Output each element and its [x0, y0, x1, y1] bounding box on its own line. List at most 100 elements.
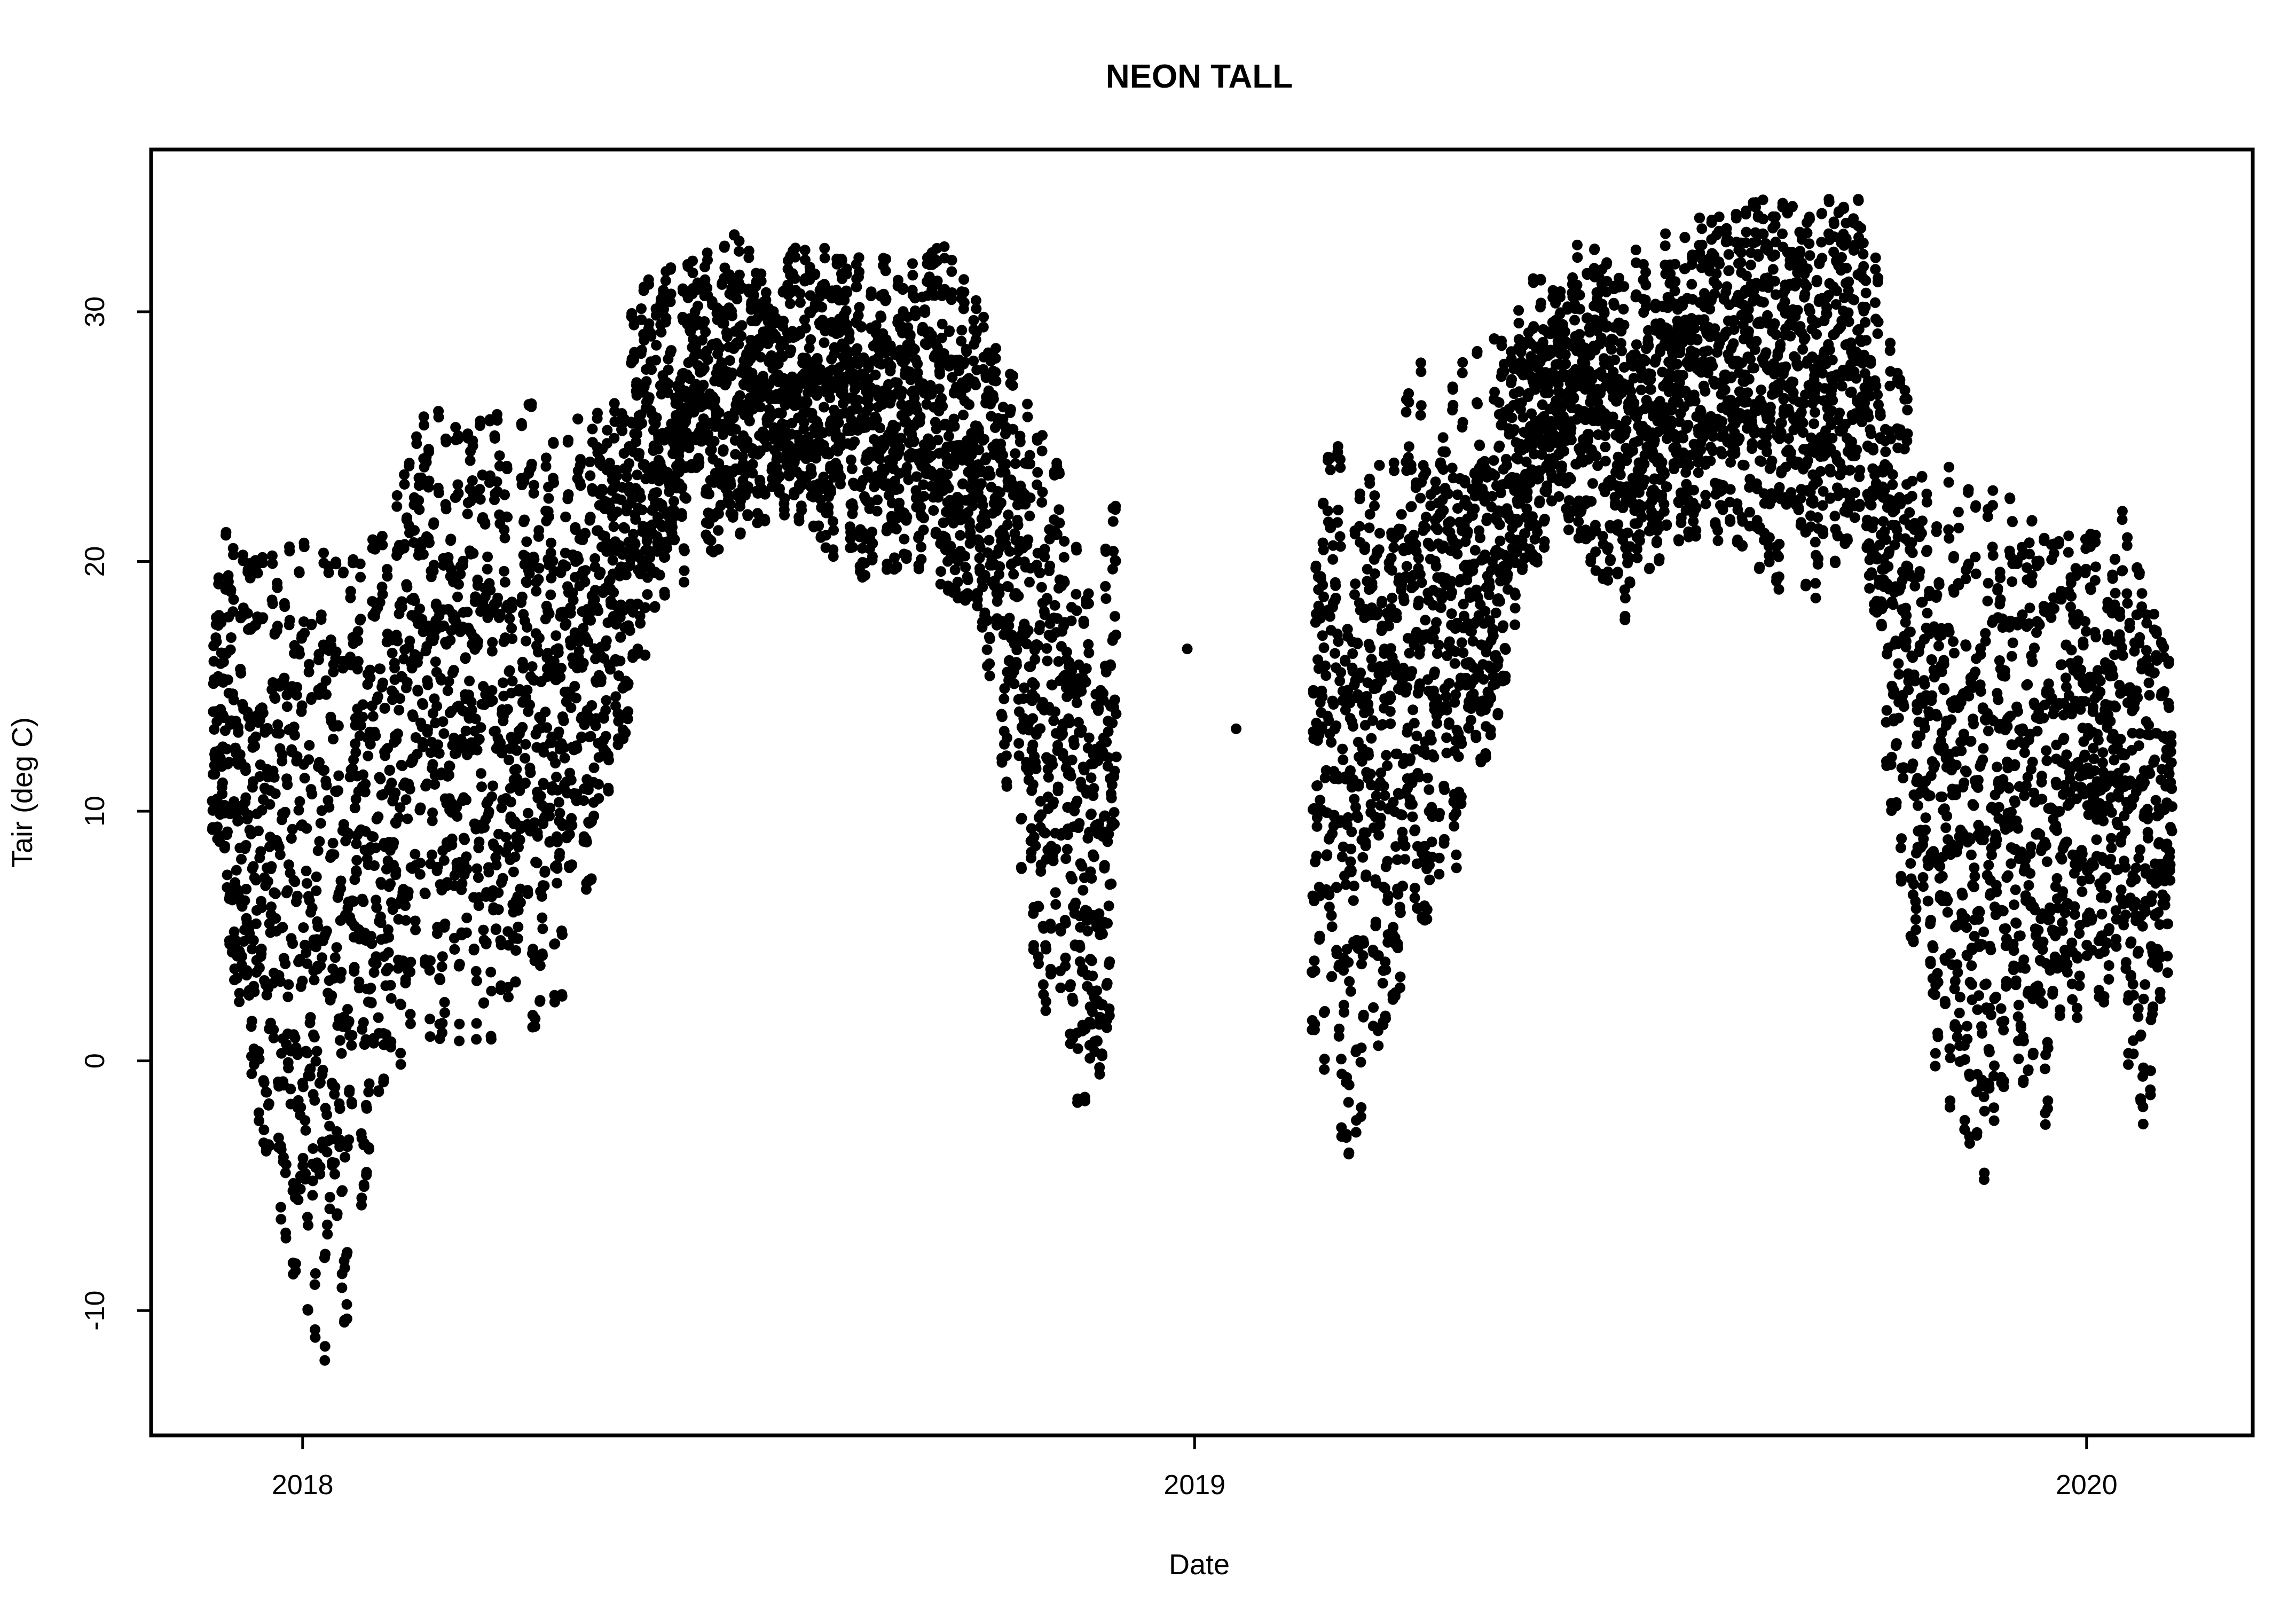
data-point: [1027, 779, 1039, 790]
data-point: [335, 875, 347, 886]
data-point: [256, 944, 267, 955]
data-point: [292, 681, 303, 693]
data-point: [493, 887, 504, 898]
data-point: [1328, 699, 1339, 710]
data-point: [719, 240, 730, 252]
data-point: [809, 268, 821, 279]
data-point: [262, 724, 273, 735]
data-point: [1015, 436, 1026, 447]
data-point: [1010, 458, 1021, 469]
data-point: [238, 936, 249, 947]
data-point: [854, 302, 865, 313]
data-point: [253, 1046, 264, 1057]
data-point: [424, 537, 435, 548]
data-point: [1401, 561, 1412, 572]
data-point: [276, 1214, 287, 1225]
data-point: [282, 885, 293, 896]
data-point: [694, 457, 705, 468]
data-point: [248, 861, 259, 872]
data-point: [871, 506, 883, 517]
data-point: [1312, 780, 1323, 791]
data-point: [652, 444, 664, 455]
data-point: [479, 822, 490, 833]
data-point: [430, 656, 441, 668]
data-point: [1370, 916, 1381, 928]
data-point: [478, 997, 490, 1008]
data-point: [990, 353, 1001, 364]
data-point: [503, 940, 514, 951]
data-point: [1320, 660, 1331, 671]
data-point: [423, 475, 435, 486]
data-point: [876, 312, 887, 323]
data-point: [1041, 944, 1052, 955]
data-point: [659, 552, 671, 563]
data-point: [282, 991, 294, 1002]
data-point: [446, 833, 458, 844]
data-point: [359, 787, 371, 798]
data-point: [713, 525, 724, 536]
data-point: [1359, 541, 1371, 552]
data-point: [326, 990, 337, 1001]
data-point: [329, 1168, 340, 1180]
data-point: [283, 1063, 294, 1074]
data-point: [345, 586, 356, 597]
data-point: [431, 701, 443, 712]
data-point: [640, 649, 651, 661]
data-point: [257, 557, 268, 568]
data-point: [507, 633, 518, 645]
data-point: [1083, 732, 1095, 743]
data-point: [373, 811, 384, 822]
data-point: [470, 713, 481, 725]
data-point: [1317, 579, 1328, 591]
data-point: [665, 262, 677, 273]
data-point: [485, 967, 497, 978]
data-point: [1066, 755, 1078, 766]
data-point: [418, 411, 429, 422]
data-point: [713, 544, 724, 555]
data-point: [699, 316, 710, 327]
data-point: [441, 436, 452, 447]
data-point: [234, 987, 245, 999]
data-point: [225, 632, 237, 643]
data-point: [305, 1012, 316, 1023]
data-point: [560, 512, 571, 523]
data-point: [482, 612, 493, 623]
data-point: [724, 355, 735, 366]
data-point: [774, 470, 785, 482]
data-point: [514, 684, 525, 695]
data-point: [643, 318, 655, 329]
data-point: [530, 1013, 541, 1024]
data-point: [522, 888, 533, 899]
data-point: [567, 820, 578, 831]
data-point: [383, 932, 395, 943]
data-point: [342, 1247, 353, 1258]
data-point: [471, 1018, 482, 1029]
data-point: [1353, 779, 1364, 790]
data-point: [1358, 938, 1370, 949]
data-point: [349, 803, 360, 813]
data-point: [405, 1018, 416, 1030]
data-point: [595, 567, 606, 578]
data-point: [281, 701, 293, 712]
data-point: [1071, 605, 1082, 616]
data-point: [1319, 1006, 1330, 1017]
data-point: [601, 695, 612, 706]
data-point: [415, 858, 426, 869]
data-point: [231, 865, 242, 876]
data-point: [258, 1124, 270, 1135]
data-point: [520, 778, 531, 789]
data-point: [395, 1059, 406, 1070]
data-point: [512, 773, 523, 784]
data-point: [254, 771, 265, 782]
data-point: [275, 1202, 286, 1213]
data-point: [336, 967, 347, 978]
data-point: [1330, 593, 1341, 603]
data-point: [1086, 873, 1097, 884]
data-point: [499, 577, 510, 588]
data-point: [290, 1258, 301, 1269]
data-point: [399, 478, 410, 490]
data-point: [971, 303, 982, 315]
data-point: [978, 321, 989, 333]
data-point: [531, 858, 542, 869]
data-point: [1039, 544, 1050, 555]
